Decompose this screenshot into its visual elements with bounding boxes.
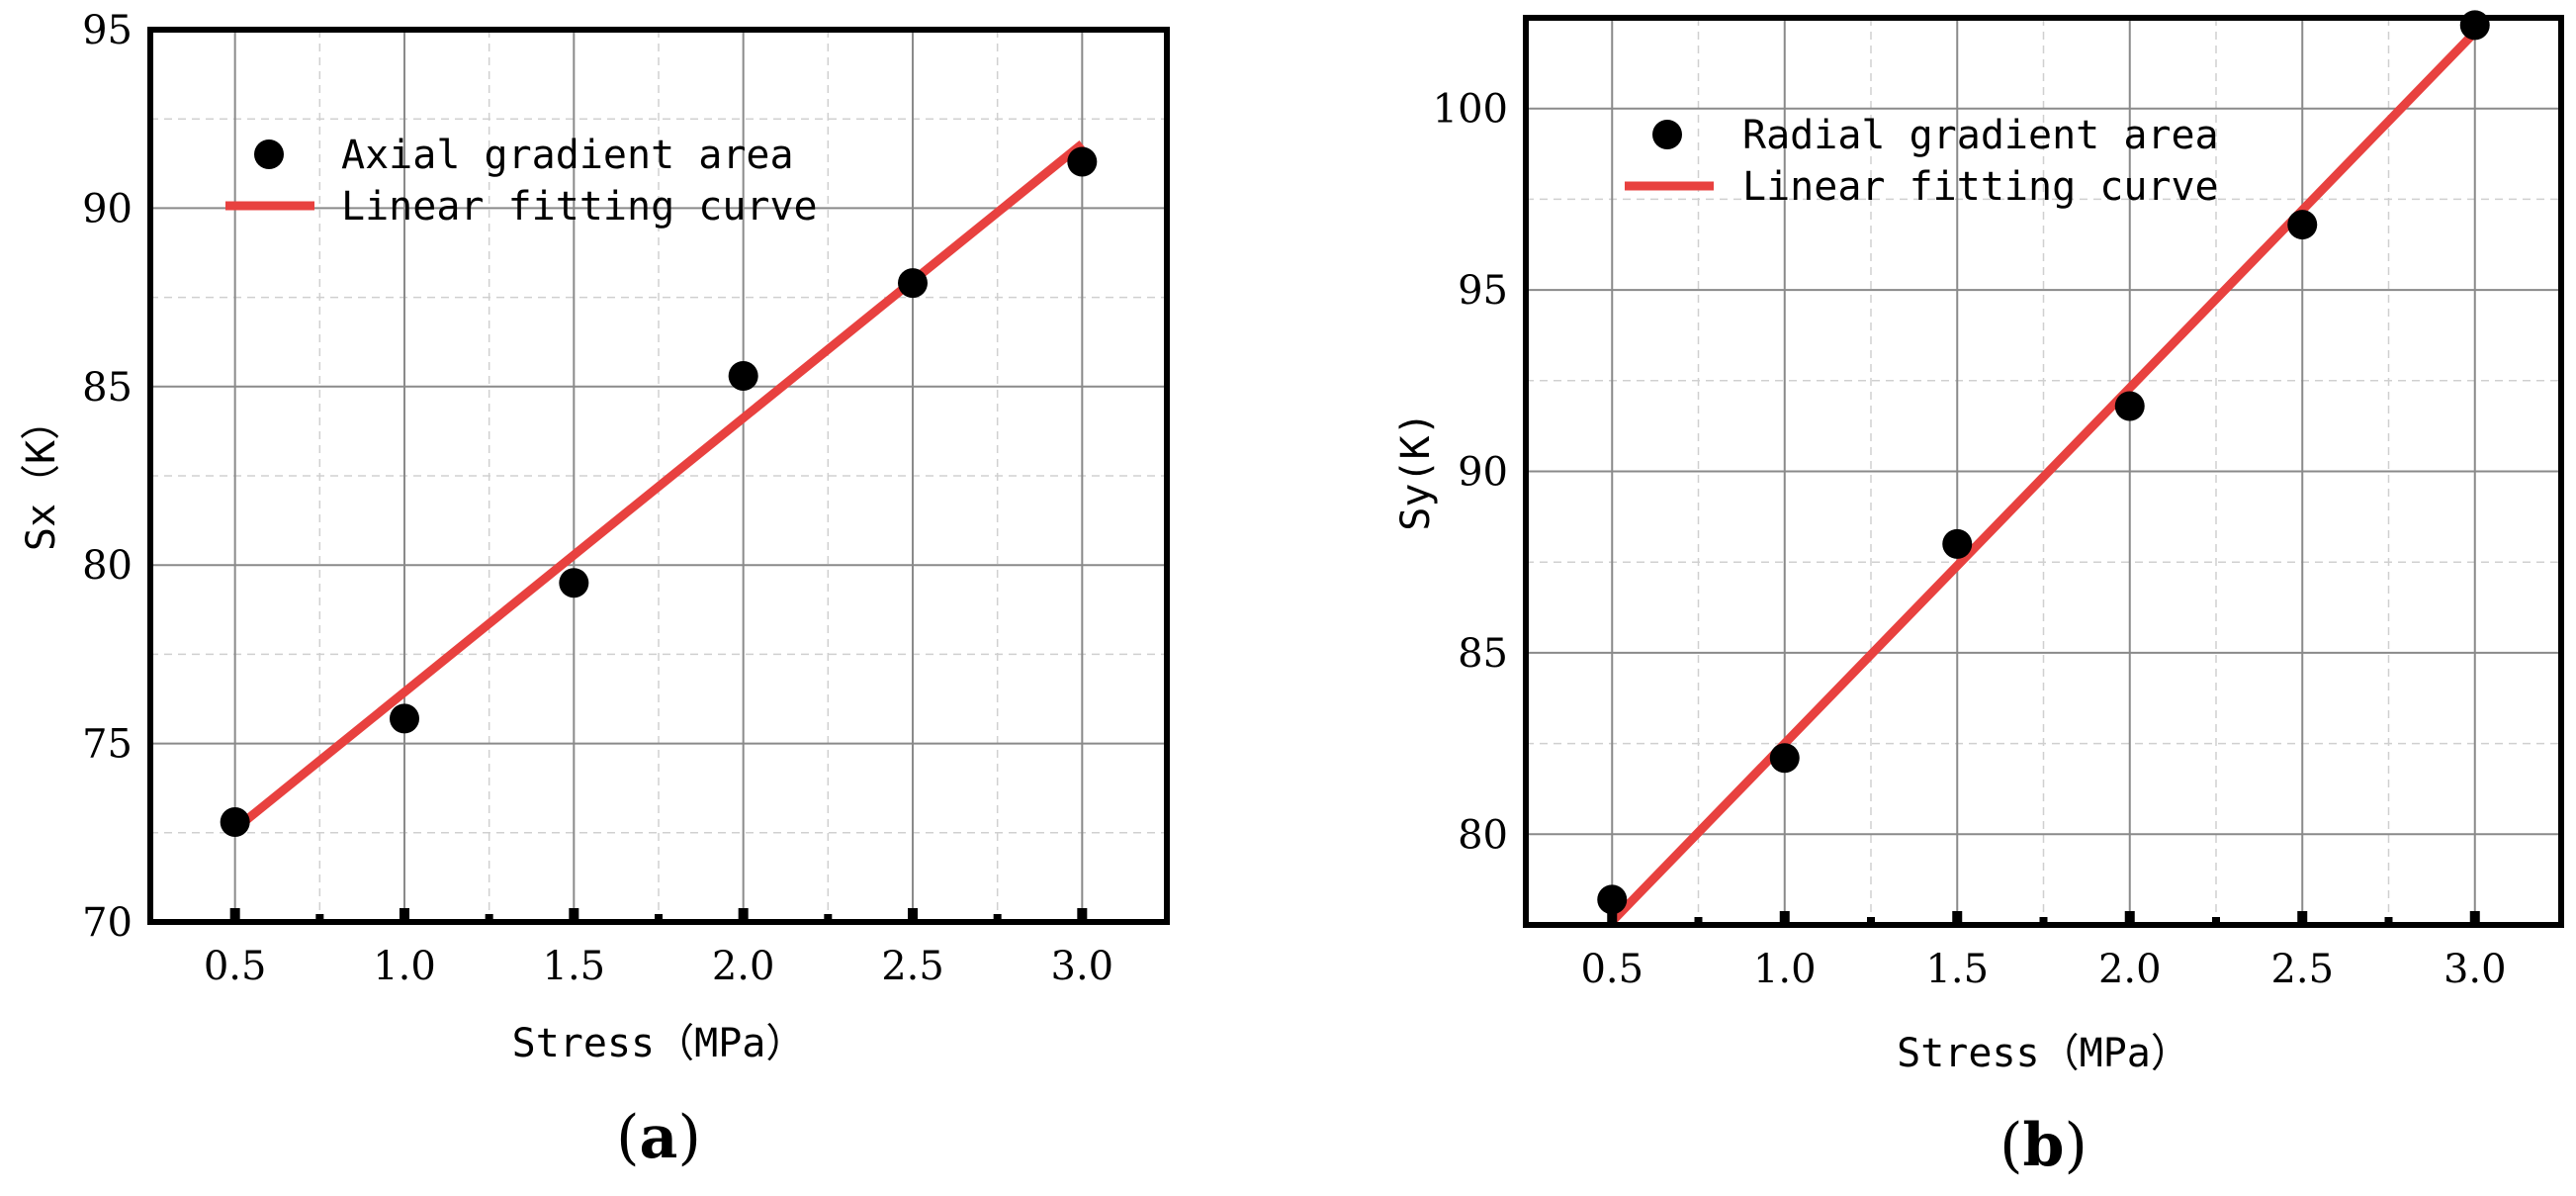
x-tick-minor [993,914,1002,922]
data-point [2459,10,2490,41]
chart-panel-b: 0.5 1.0 1.5 2.0 2.5 3.0 80 85 90 95 100 Stress（MPa）… [1393,10,2564,1180]
x-tick-major [1077,908,1088,922]
chart-panel-a: 0.5 1.0 1.5 2.0 2.5 3.0 70 75 80 85 90 95 Stress（MPa… [19,8,1170,1172]
x-axis-label: Stress（MPa） [1897,1031,2190,1076]
x-tick-label: 1.0 [373,944,436,989]
x-tick-major [2297,911,2308,925]
x-tick-label: 2.0 [712,944,775,989]
minor-grid [1526,18,2561,925]
x-tick-label: 0.5 [1580,947,1643,992]
y-tick-label: 95 [1458,268,1508,314]
y-tick-label: 85 [82,365,133,411]
x-tick-major [1607,911,1618,925]
panel-label-letter: b [2023,1111,2065,1180]
panel-label: (b) [1999,1111,2087,1180]
x-tick-minor [1867,917,1875,925]
data-point [1942,528,1973,559]
legend: Axial gradient area Linear fitting curve [225,133,818,230]
y-tick-label: 95 [82,8,133,53]
major-grid [1526,18,2561,925]
x-tick-major [229,908,240,922]
y-tick-label: 80 [1458,812,1508,858]
y-tick-label: 80 [82,543,133,589]
y-tick-label: 100 [1433,87,1508,133]
x-tick-major [1779,911,1790,925]
x-tick-minor [315,914,324,922]
linear-fit-line [1609,29,2478,925]
x-tick-label: 2.0 [2098,947,2162,992]
x-tick-minor [485,914,493,922]
x-tick-minor [1694,917,1703,925]
x-tick-label: 3.0 [1051,944,1114,989]
panel-label-open-paren: ( [616,1103,639,1172]
panel-label-close-paren: ) [677,1103,700,1172]
x-tick-major [1952,911,1963,925]
minor-grid [150,30,1167,922]
y-tick-label: 90 [1458,450,1508,496]
legend: Radial gradient area Linear fitting curve [1625,113,2219,210]
panel-label: (a) [616,1103,701,1172]
data-point [1769,743,1800,774]
x-tick-minor [824,914,833,922]
data-point [1597,884,1628,915]
data-point [1067,146,1098,177]
linear-fit-line [231,139,1086,833]
x-tick-major [2124,911,2135,925]
x-tick-major [738,908,749,922]
legend-label-line: Linear fitting curve [341,184,818,230]
y-axis-label: Sx（K） [19,401,64,551]
x-tick-label: 2.5 [2270,947,2334,992]
data-point [898,268,928,299]
x-tick-minor [2212,917,2220,925]
data-point [559,568,589,598]
x-tick-label: 3.0 [2443,947,2507,992]
x-tick-major [2469,911,2480,925]
legend-label-scatter: Axial gradient area [341,133,794,178]
data-point [390,703,419,734]
legend-marker-scatter [1652,120,1682,149]
y-tick-label: 85 [1458,631,1508,677]
x-tick-label: 0.5 [204,944,267,989]
y-tick-label: 75 [82,722,133,768]
x-tick-label: 1.5 [1925,947,1989,992]
y-axis-label: Sy(K) [1393,412,1439,530]
data-point [728,360,758,391]
x-tick-major [908,908,918,922]
legend-label-scatter: Radial gradient area [1742,113,2219,158]
x-tick-label: 1.5 [543,944,606,989]
x-tick-label: 1.0 [1753,947,1817,992]
x-tick-label: 2.5 [881,944,944,989]
data-point [2287,210,2318,240]
panel-label-letter: a [640,1103,678,1172]
x-tick-minor [2384,917,2393,925]
x-axis-label: Stress（MPa） [512,1021,806,1066]
x-tick-major [569,908,579,922]
panel-label-close-paren: ) [2064,1111,2087,1180]
panel-label-open-paren: ( [1999,1111,2022,1180]
data-point [2114,391,2145,421]
x-tick-minor [655,914,663,922]
x-tick-minor [2039,917,2048,925]
y-tick-label: 70 [82,900,133,946]
legend-label-line: Linear fitting curve [1742,164,2219,210]
y-tick-label: 90 [82,186,133,231]
major-grid [150,30,1167,922]
x-tick-major [400,908,409,922]
legend-marker-scatter [254,139,284,169]
data-point [220,806,250,837]
